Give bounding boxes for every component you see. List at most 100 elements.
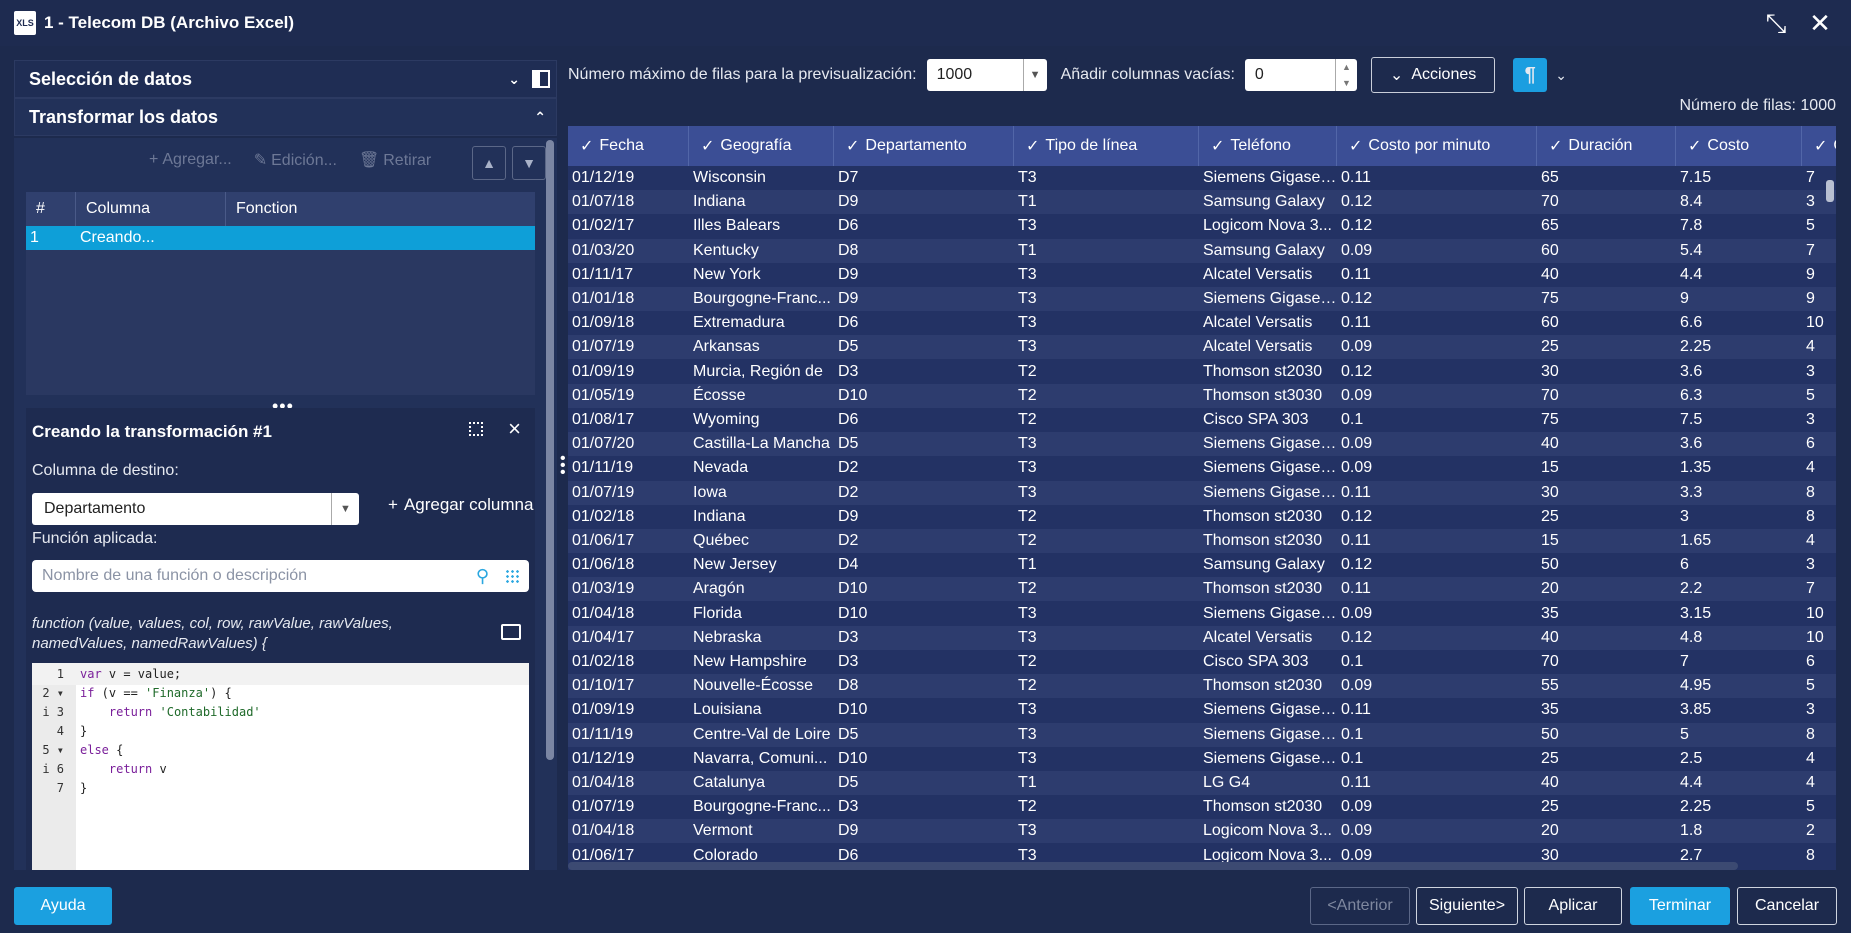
add-cols-stepper[interactable]: 0 ▲ ▼: [1244, 59, 1357, 91]
table-row[interactable]: 01/01/18 Bourgogne-Franc... D9 T3 Siemens Gi…: [568, 287, 1836, 311]
table-row[interactable]: 01/10/17 Nouvelle-Écosse D8 T2 Thomson st203…: [568, 674, 1836, 699]
code-editor[interactable]: 1 var v = value; 2 ▾ if (v == 'Finanza') {…: [32, 663, 529, 870]
table-row[interactable]: 01/02/18 New Hampshire D3 T2 Cisco SPA 303 0.…: [568, 650, 1836, 674]
collapse-window-icon[interactable]: ⤡: [1765, 8, 1787, 38]
section-transform-data[interactable]: Transformar los datos ⌃: [14, 98, 557, 136]
grid-column-header[interactable]: ✓ Costo: [1676, 126, 1802, 166]
edit-transform-button[interactable]: ✎ Edición...: [254, 150, 337, 170]
move-down-button[interactable]: ▼: [512, 146, 546, 180]
table-row[interactable]: 01/02/18 Indiana D9 T2 Thomson st2030 0.12 25 3…: [568, 505, 1836, 529]
chevron-down-icon[interactable]: ⌄: [1555, 66, 1567, 83]
table-row[interactable]: 01/03/20 Kentucky D8 T1 Samsung Galaxy 0.09 60…: [568, 238, 1836, 263]
add-column-button[interactable]: + Agregar columna: [388, 495, 533, 515]
panel-divider-handle[interactable]: • • •: [560, 450, 566, 481]
grid-column-header[interactable]: ✓ Duración: [1537, 126, 1676, 166]
finish-button[interactable]: Terminar: [1630, 887, 1730, 925]
table-row[interactable]: 01/07/19 Iowa D2 T3 Siemens Gigaset... 0.11 30…: [568, 480, 1836, 505]
grid-column-header[interactable]: ✓ Tipo de línea: [1014, 126, 1199, 166]
chevron-up-icon[interactable]: ⌃: [534, 108, 546, 125]
next-button[interactable]: Siguiente>: [1416, 887, 1518, 925]
table-row[interactable]: 01/07/19 Arkansas D5 T3 Alcatel Versatis 0.09…: [568, 335, 1836, 360]
grid-vertical-scrollbar[interactable]: [1824, 176, 1836, 206]
col-header-column[interactable]: Columna: [76, 192, 226, 226]
col-header-num[interactable]: #: [26, 192, 76, 226]
code-line[interactable]: 2 ▾ if (v == 'Finanza') {: [32, 682, 529, 704]
table-row[interactable]: 01/04/18 Florida D10 T3 Siemens Gigaset... 0.…: [568, 602, 1836, 626]
close-icon[interactable]: ×: [508, 416, 521, 441]
move-up-button[interactable]: ▲: [472, 146, 506, 180]
table-row[interactable]: 01/07/18 Indiana D9 T1 Samsung Galaxy 0.12 70 8…: [568, 190, 1836, 215]
previous-button[interactable]: <Anterior: [1310, 887, 1410, 925]
table-row[interactable]: 01/03/19 Aragón D10 T2 Thomson st2030 0.11 20 2…: [568, 577, 1836, 602]
checkmark-icon[interactable]: ✓: [846, 138, 860, 155]
chevron-down-icon[interactable]: ⌄: [508, 70, 520, 87]
stepper-arrows-icon[interactable]: ▲ ▼: [1334, 59, 1357, 91]
grid-column-header[interactable]: ✓ Costo por minuto: [1337, 126, 1537, 166]
table-row[interactable]: 01/09/19 Murcia, Región de D3 T2 Thomson st2…: [568, 360, 1836, 384]
help-button[interactable]: Ayuda: [14, 887, 112, 925]
checkmark-icon[interactable]: ✓: [701, 138, 715, 155]
remove-transform-button[interactable]: 🗑 Retirar: [359, 150, 431, 170]
grid-column-header[interactable]: ✓ Departamento: [834, 126, 1014, 166]
grid-scrollbar-thumb[interactable]: [1826, 180, 1834, 202]
code-line[interactable]: 1 var v = value;: [32, 663, 529, 685]
code-line[interactable]: 5 ▾ else {: [32, 739, 529, 761]
table-row[interactable]: 01/06/18 New Jersey D4 T1 Samsung Galaxy 0.12…: [568, 553, 1836, 577]
table-row[interactable]: 01/04/18 Vermont D9 T3 Logicom Nova 3... 0.09…: [568, 819, 1836, 844]
checkmark-icon[interactable]: ✓: [1688, 138, 1702, 155]
function-search-input[interactable]: Nombre de una función o descripción ⚲: [32, 560, 529, 592]
table-row[interactable]: 01/12/19 Navarra, Comuni... D10 T3 Siemens G…: [568, 747, 1836, 771]
table-row[interactable]: 01/05/19 Écosse D10 T2 Thomson st3030 0.09 70 6…: [568, 383, 1836, 408]
checkmark-icon[interactable]: ✓: [1211, 138, 1225, 155]
max-rows-select[interactable]: 1000 ▼: [926, 59, 1047, 91]
dropdown-arrow-icon[interactable]: ▼: [1022, 59, 1047, 91]
table-row[interactable]: 01/11/19 Nevada D2 T3 Siemens Gigaset... 0.09…: [568, 456, 1836, 480]
grid-horizontal-scrollbar[interactable]: [568, 862, 1738, 870]
grid-column-header[interactable]: ✓ Teléfono: [1199, 126, 1337, 166]
fullscreen-editor-icon[interactable]: [501, 624, 521, 640]
section-data-selection[interactable]: Selección de datos ⌄: [14, 60, 557, 98]
code-line[interactable]: 7}: [32, 777, 529, 799]
table-row[interactable]: 01/09/19 Louisiana D10 T3 Siemens Gigaset...…: [568, 698, 1836, 722]
checkmark-icon[interactable]: ✓: [1814, 138, 1828, 155]
table-row[interactable]: 01/04/18 Catalunya D5 T1 LG G4 0.11 40 4.4 4: [568, 771, 1836, 795]
table-row[interactable]: 01/09/18 Extremadura D6 T3 Alcatel Versatis 0…: [568, 311, 1836, 335]
grid-column-header[interactable]: ✓ Geografía: [689, 126, 834, 166]
checkmark-icon[interactable]: ✓: [1349, 138, 1363, 155]
paragraph-toggle-button[interactable]: ¶: [1513, 58, 1548, 92]
table-row[interactable]: 01/12/19 Wisconsin D7 T3 Siemens Gigaset... 0…: [568, 166, 1836, 190]
checkmark-icon[interactable]: ✓: [580, 138, 594, 155]
grid-column-header[interactable]: ✓C: [1802, 126, 1836, 166]
cancel-button[interactable]: Cancelar: [1737, 887, 1837, 925]
collapse-panel-icon[interactable]: [532, 70, 550, 88]
table-row[interactable]: 1 Creando...: [26, 226, 535, 250]
apply-button[interactable]: Aplicar: [1524, 887, 1622, 925]
add-transform-button[interactable]: + Agregar...: [149, 151, 232, 169]
left-scrollbar-thumb[interactable]: [546, 140, 554, 760]
table-row[interactable]: 01/11/17 New York D9 T3 Alcatel Versatis 0.11…: [568, 263, 1836, 287]
table-row[interactable]: 01/07/19 Bourgogne-Franc... D3 T2 Thomson st…: [568, 795, 1836, 819]
search-icon[interactable]: ⚲: [475, 565, 489, 586]
code-line[interactable]: i 6 return v: [32, 758, 529, 780]
close-window-icon[interactable]: ✕: [1809, 8, 1831, 38]
checkmark-icon[interactable]: ✓: [1026, 138, 1040, 155]
grid-icon[interactable]: [505, 569, 519, 583]
expand-icon[interactable]: [469, 422, 483, 436]
table-row[interactable]: 01/04/17 Nebraska D3 T3 Alcatel Versatis 0.12…: [568, 625, 1836, 650]
col-header-function[interactable]: Fonction: [236, 200, 298, 217]
table-row[interactable]: 01/11/19 Centre-Val de Loire D5 T3 Siemens G…: [568, 722, 1836, 747]
table-cell: 8: [1806, 507, 1815, 525]
table-row[interactable]: 01/08/17 Wyoming D6 T2 Cisco SPA 303 0.1 75 7.5…: [568, 408, 1836, 432]
dropdown-arrow-icon[interactable]: ▼: [331, 493, 359, 525]
grid-column-header[interactable]: ✓ Fecha: [568, 126, 689, 166]
checkmark-icon[interactable]: ✓: [1549, 138, 1563, 155]
table-row[interactable]: 01/07/20 Castilla-La Mancha D5 T3 Siemens Gi…: [568, 432, 1836, 457]
grid-header: ✓ Fecha ✓ Geografía ✓ Departamento ✓ Tipo de lí…: [568, 126, 1836, 166]
actions-button[interactable]: ⌄ Acciones: [1370, 57, 1496, 93]
code-line[interactable]: i 3 return 'Contabilidad': [32, 701, 529, 723]
left-scrollbar[interactable]: [546, 140, 554, 760]
code-line[interactable]: 4}: [32, 720, 529, 742]
dest-column-select[interactable]: Departamento ▼: [32, 493, 359, 525]
table-row[interactable]: 01/06/17 Québec D2 T2 Thomson st2030 0.11 15 1.…: [568, 529, 1836, 553]
table-row[interactable]: 01/02/17 Illes Balears D6 T3 Logicom Nova 3.…: [568, 214, 1836, 238]
